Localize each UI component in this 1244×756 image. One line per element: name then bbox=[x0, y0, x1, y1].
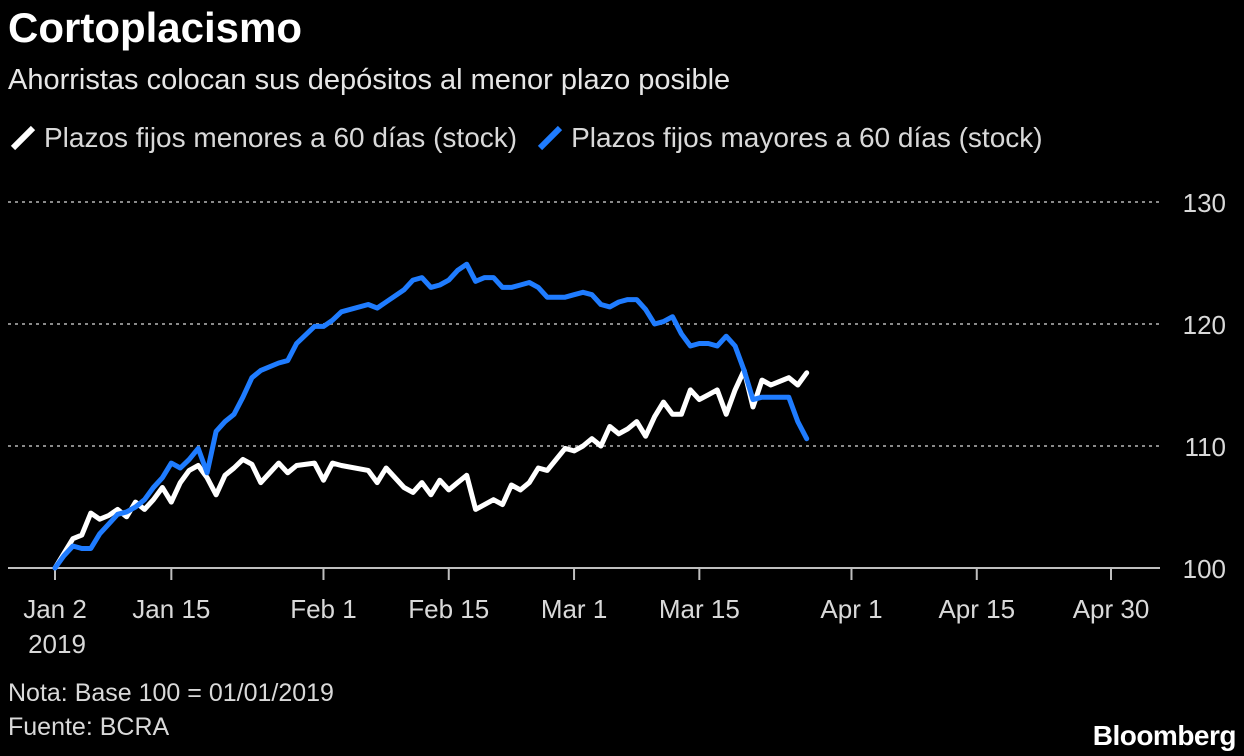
line-chart: 100 110 120 130 Jan 2 2019 Jan 15 Feb 1 Feb 15 Ma… bbox=[8, 188, 1226, 659]
legend-label-long-term: Plazos fijos mayores a 60 días (stock) bbox=[571, 122, 1043, 153]
x-tick-label: Jan 2 bbox=[23, 594, 87, 624]
x-tick-label: Feb 1 bbox=[290, 594, 357, 624]
legend-swatch-white bbox=[10, 125, 36, 151]
x-tick-sublabel: 2019 bbox=[28, 629, 86, 659]
x-tick-label: Apr 1 bbox=[820, 594, 882, 624]
legend-swatch-blue bbox=[537, 125, 563, 151]
x-tick-label: Apr 15 bbox=[938, 594, 1015, 624]
legend-item-long-term: Plazos fijos mayores a 60 días (stock) bbox=[535, 118, 1043, 158]
y-tick-label: 110 bbox=[1185, 432, 1226, 462]
x-tick-label: Feb 15 bbox=[408, 594, 489, 624]
series-line-long-term bbox=[52, 261, 810, 571]
series-line-short-term bbox=[52, 367, 810, 571]
footnote-fuente: Fuente: BCRA bbox=[8, 713, 170, 741]
x-tick-label: Apr 30 bbox=[1073, 594, 1150, 624]
bloomberg-logo: Bloomberg bbox=[1092, 720, 1237, 751]
chart-title: Cortoplacismo bbox=[8, 4, 303, 51]
x-tick-label: Mar 15 bbox=[659, 594, 740, 624]
y-tick-label: 120 bbox=[1183, 310, 1226, 340]
y-tick-label: 100 bbox=[1183, 554, 1226, 584]
footnote-nota: Nota: Base 100 = 01/01/2019 bbox=[8, 679, 334, 707]
x-tick-label: Mar 1 bbox=[541, 594, 607, 624]
chart-legend: Plazos fijos menores a 60 días (stock) P… bbox=[8, 118, 1061, 158]
y-tick-label: 130 bbox=[1183, 188, 1226, 218]
chart-subtitle: Ahorristas colocan sus depósitos al meno… bbox=[8, 64, 731, 96]
x-tick-label: Jan 15 bbox=[132, 594, 210, 624]
legend-item-short-term: Plazos fijos menores a 60 días (stock) bbox=[8, 118, 517, 158]
legend-label-short-term: Plazos fijos menores a 60 días (stock) bbox=[44, 122, 518, 153]
